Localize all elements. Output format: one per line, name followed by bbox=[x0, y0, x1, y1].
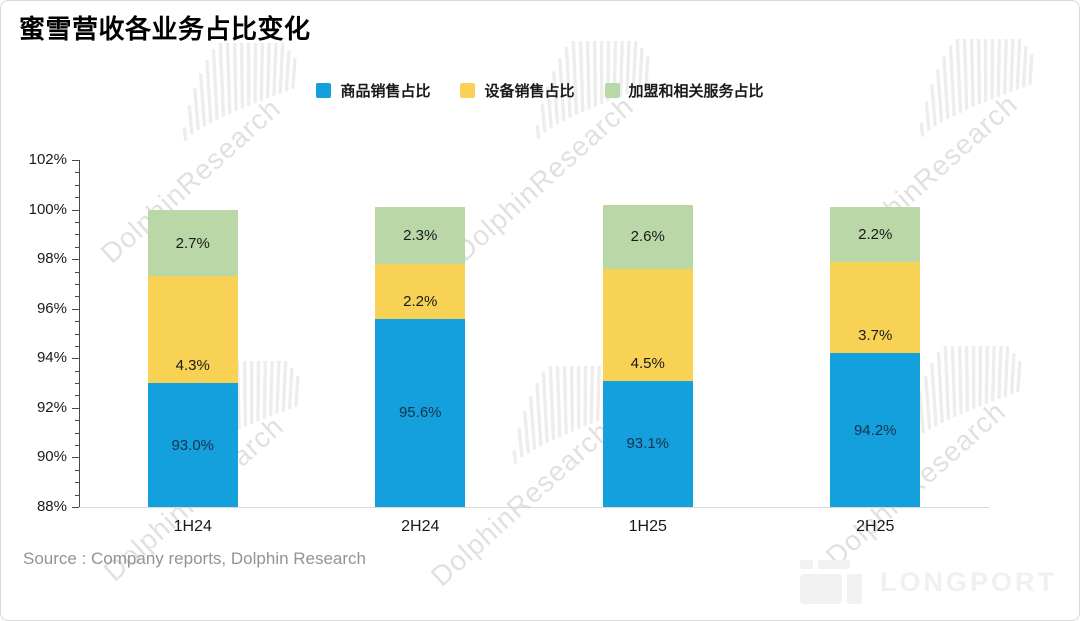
y-axis-minor-tick bbox=[75, 445, 79, 447]
y-axis-minor-tick bbox=[75, 283, 79, 285]
y-axis-minor-tick bbox=[75, 383, 79, 385]
page-title: 蜜雪营收各业务占比变化 bbox=[19, 14, 311, 44]
x-axis-line bbox=[79, 507, 989, 508]
bar-segment-2H25-series1: 94.2% bbox=[830, 353, 921, 507]
y-axis-minor-tick bbox=[75, 395, 79, 397]
x-axis-label: 1H24 bbox=[173, 518, 212, 535]
y-axis-label: 90% bbox=[36, 448, 67, 466]
y-axis-minor-tick bbox=[75, 221, 79, 223]
legend-swatch-icon bbox=[316, 83, 332, 98]
bar-value-label: 94.2% bbox=[853, 421, 897, 439]
legend-item-series2: 设备销售占比 bbox=[460, 80, 575, 101]
bar-segment-1H24-series3: 2.7% bbox=[147, 209, 238, 277]
legend-swatch-icon bbox=[460, 83, 476, 98]
bar-value-label: 4.5% bbox=[630, 354, 665, 372]
y-axis-label: 88% bbox=[36, 498, 67, 515]
bar-segment-2H25-series2: 3.7% bbox=[830, 261, 921, 354]
y-axis-label: 94% bbox=[36, 349, 67, 367]
bar-value-label: 2.7% bbox=[175, 234, 210, 252]
bar-segment-1H24-series1: 93.0% bbox=[147, 383, 238, 507]
y-axis-minor-tick bbox=[75, 172, 79, 174]
y-axis-minor-tick bbox=[75, 432, 79, 434]
longport-logo-icon bbox=[800, 560, 866, 604]
y-axis-major-tick bbox=[72, 358, 79, 360]
bar-value-label: 2.6% bbox=[630, 228, 665, 246]
y-axis-major-tick bbox=[72, 457, 79, 459]
x-axis-label: 2H25 bbox=[856, 518, 895, 535]
y-axis-label: 96% bbox=[36, 299, 67, 317]
y-axis-label: 92% bbox=[36, 398, 67, 416]
y-axis-minor-tick bbox=[75, 271, 79, 273]
bar-value-label: 95.6% bbox=[398, 404, 442, 422]
bar-segment-1H25-series2: 4.5% bbox=[602, 269, 693, 381]
legend-label: 商品销售占比 bbox=[340, 83, 431, 100]
y-axis-minor-tick bbox=[75, 370, 79, 372]
longport-logo: LONGPORT bbox=[800, 560, 1057, 604]
x-axis-label: 1H25 bbox=[628, 518, 667, 535]
bar-value-label: 2.2% bbox=[858, 225, 893, 243]
y-axis-major-tick bbox=[72, 308, 79, 310]
source-note: Source : Company reports, Dolphin Resear… bbox=[23, 549, 366, 568]
legend-label: 设备销售占比 bbox=[484, 83, 575, 100]
y-axis-minor-tick bbox=[75, 482, 79, 484]
y-axis-minor-tick bbox=[75, 296, 79, 298]
y-axis-minor-tick bbox=[75, 197, 79, 199]
chart-legend: 商品销售占比 设备销售占比 加盟和相关服务占比 bbox=[1, 80, 1079, 101]
y-axis-minor-tick bbox=[75, 345, 79, 347]
bar-segment-1H25-series1: 93.1% bbox=[602, 380, 693, 507]
bar-value-label: 93.1% bbox=[626, 435, 670, 453]
legend-item-series3: 加盟和相关服务占比 bbox=[604, 80, 764, 101]
bar-segment-2H25-series3: 2.2% bbox=[830, 207, 921, 262]
y-axis-label: 100% bbox=[28, 200, 67, 218]
legend-item-series1: 商品销售占比 bbox=[316, 80, 430, 101]
y-axis-label: 98% bbox=[36, 250, 67, 268]
bar-segment-2H24-series1: 95.6% bbox=[375, 318, 466, 507]
y-axis-minor-tick bbox=[75, 420, 79, 422]
y-axis-major-tick bbox=[72, 507, 79, 508]
bar-segment-2H24-series2: 2.2% bbox=[375, 264, 466, 319]
bar-value-label: 2.3% bbox=[403, 227, 438, 245]
y-axis-major-tick bbox=[72, 407, 79, 409]
y-axis-major-tick bbox=[72, 259, 79, 261]
bar-value-label: 93.0% bbox=[171, 436, 215, 454]
y-axis-minor-tick bbox=[75, 494, 79, 496]
y-axis-minor-tick bbox=[75, 246, 79, 248]
bar-value-label: 4.3% bbox=[175, 357, 210, 375]
y-axis-minor-tick bbox=[75, 333, 79, 335]
bar-segment-1H24-series2: 4.3% bbox=[147, 276, 238, 384]
x-axis-label: 2H24 bbox=[401, 518, 440, 535]
bar-value-label: 2.2% bbox=[403, 292, 438, 310]
y-axis-line bbox=[79, 160, 80, 508]
y-axis-minor-tick bbox=[75, 469, 79, 471]
y-axis-major-tick bbox=[72, 160, 79, 161]
y-axis-major-tick bbox=[72, 209, 79, 211]
bar-segment-2H24-series3: 2.3% bbox=[375, 207, 466, 265]
y-axis-label: 102% bbox=[28, 151, 67, 168]
y-axis-minor-tick bbox=[75, 321, 79, 323]
bar-segment-1H25-series3: 2.6% bbox=[602, 204, 693, 270]
longport-logo-text: LONGPORT bbox=[880, 566, 1057, 597]
legend-label: 加盟和相关服务占比 bbox=[628, 83, 764, 100]
legend-swatch-icon bbox=[604, 83, 620, 98]
bar-value-label: 3.7% bbox=[858, 327, 893, 345]
y-axis-minor-tick bbox=[75, 234, 79, 236]
y-axis-minor-tick bbox=[75, 184, 79, 186]
